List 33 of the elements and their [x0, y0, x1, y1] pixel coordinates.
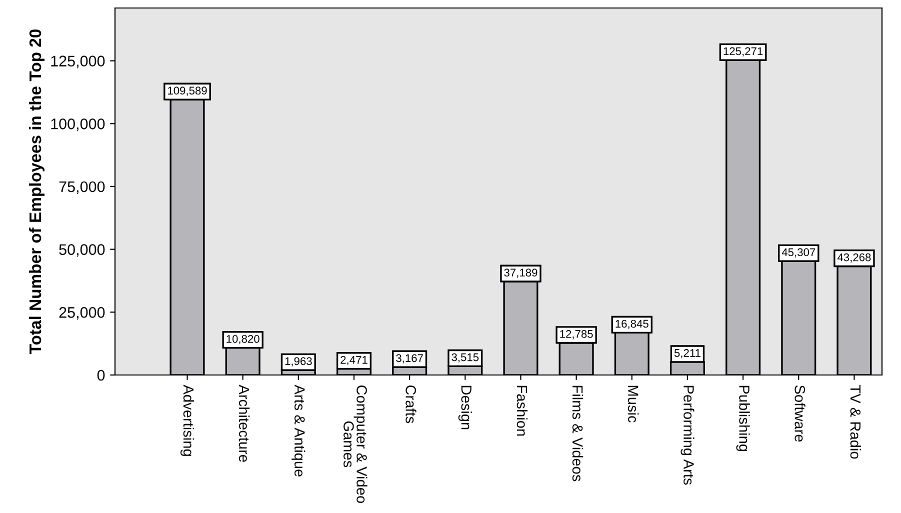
data-label: 16,845 — [616, 320, 648, 329]
data-label: 125,271 — [724, 47, 763, 56]
data-label: 2,471 — [340, 356, 368, 366]
y-axis-title: Total Number of Employees in the Top 20 — [28, 29, 45, 354]
x-tick-label: Films & Videos — [572, 386, 584, 482]
y-tick-label: 0 — [97, 370, 105, 381]
y-tick-label: 125,000 — [51, 56, 105, 68]
x-tick-label: Music — [628, 386, 639, 422]
x-tick-label: Crafts — [406, 385, 416, 424]
data-label: 109,589 — [168, 86, 207, 96]
data-label: 3,167 — [396, 354, 423, 364]
data-label: 43,268 — [837, 253, 871, 263]
data-label: 5,211 — [674, 349, 700, 358]
x-tick-label: Design — [458, 386, 472, 430]
x-tick-label: Software — [794, 385, 806, 442]
y-tick-label: 75,000 — [59, 181, 105, 194]
x-tick-label: Arts & Antique — [292, 384, 306, 476]
x-tick-label: Architecture — [238, 384, 250, 462]
x-tick-label: Advertising — [180, 384, 194, 456]
y-tick-label: 100,000 — [51, 118, 105, 132]
data-label: 12,785 — [560, 330, 593, 340]
x-tick-label: Performing Arts — [680, 386, 694, 485]
x-tick-label: Publishing — [736, 386, 750, 452]
x-tick-label: TV & Radio — [850, 385, 862, 459]
data-label: 3,515 — [452, 353, 479, 363]
data-label: 45,307 — [782, 248, 816, 258]
data-label: 10,820 — [226, 334, 260, 344]
data-label: 1,963 — [285, 357, 312, 366]
x-tick-label: Fashion — [516, 386, 528, 436]
y-tick-label: 25,000 — [59, 307, 105, 320]
data-label: 37,189 — [504, 268, 538, 278]
y-tick-label: 50,000 — [59, 244, 105, 257]
x-tick-label: Computer & Video Games — [344, 385, 368, 504]
